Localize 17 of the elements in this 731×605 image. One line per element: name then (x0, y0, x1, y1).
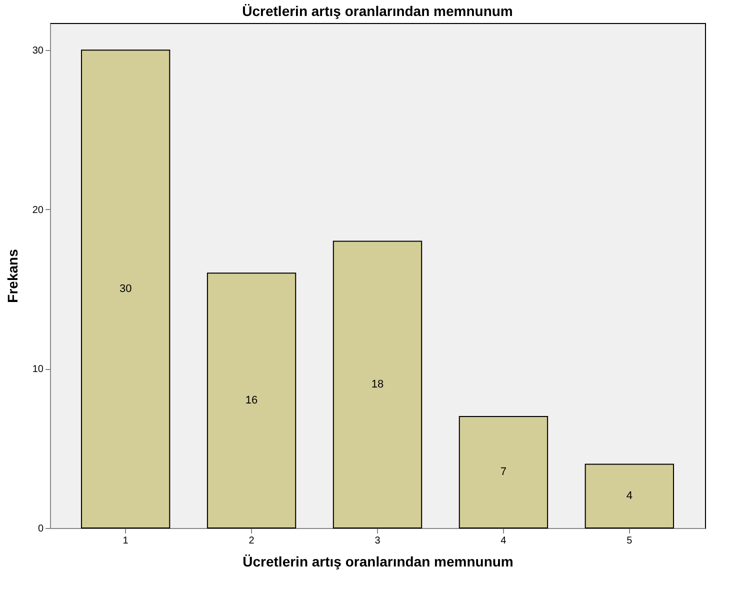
chart-title: Ücretlerin artış oranlarından memnunum (242, 3, 513, 19)
data-label: 30 (119, 283, 132, 296)
x-tick-label: 1 (122, 536, 129, 546)
y-tick-label: 30 (32, 46, 44, 57)
data-label: 16 (245, 394, 258, 407)
data-label: 18 (371, 378, 384, 391)
data-label: 4 (626, 490, 632, 502)
data-label: 7 (500, 466, 507, 478)
x-axis-title: Ücretlerin artış oranlarından memnunum (242, 554, 514, 570)
y-tick-label: 0 (38, 524, 44, 534)
x-tick-label: 5 (626, 536, 633, 546)
x-tick-label: 4 (500, 536, 507, 546)
x-tick-label: 2 (248, 536, 255, 546)
y-tick-label: 10 (32, 364, 44, 376)
x-tick-label: 3 (374, 536, 381, 546)
y-tick-label: 20 (32, 204, 44, 216)
y-axis-title: Frekans (4, 248, 20, 303)
